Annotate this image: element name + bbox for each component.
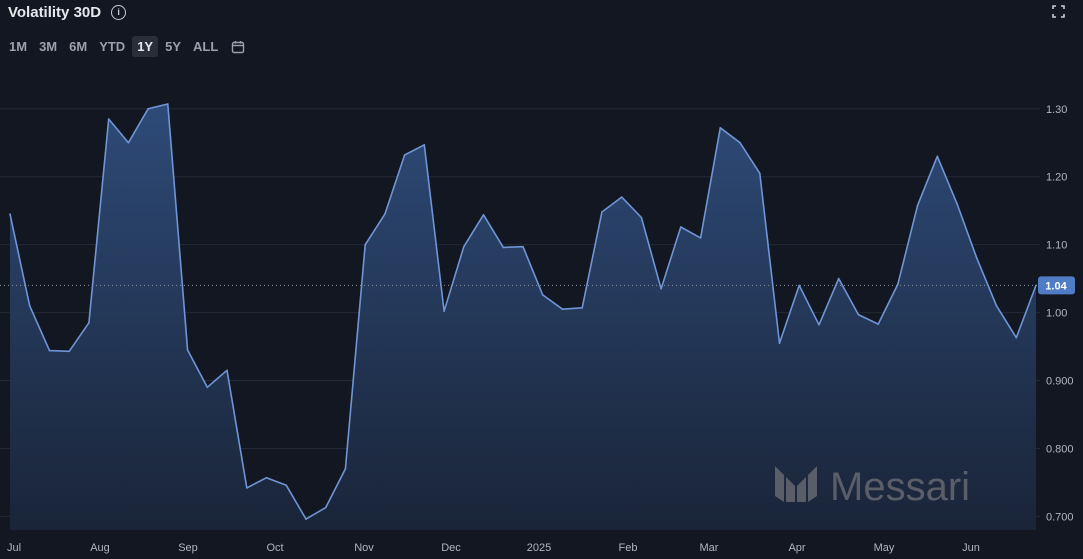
range-button-6m[interactable]: 6M [69,39,88,54]
data-point [759,172,761,175]
data-point [778,342,781,345]
data-point [246,487,248,489]
data-point [877,323,879,325]
last-value-layer: 1.04 [0,276,1075,295]
data-point [739,141,741,144]
data-point [423,144,426,146]
x-tick-label: Feb [619,542,638,554]
data-point [68,350,70,353]
chart-title-bar: Volatility 30D i [8,4,127,21]
data-points-layer [9,103,1037,520]
data-point [403,154,406,156]
y-axis-ticks: 0.700 0.800 0.900 1.00 1.10 1.20 1.30 [1046,104,1074,524]
data-point [364,243,367,246]
y-tick-label: 1.30 [1046,104,1067,116]
data-point [956,203,958,205]
data-point [660,288,662,290]
x-tick-label: Apr [788,542,805,554]
x-tick-label: Jun [962,542,980,554]
messari-logo-icon [775,466,817,502]
data-point [344,468,347,470]
data-point [324,506,327,509]
x-axis-ticks: Jul Aug Sep Oct Nov Dec 2025 Feb Mar Apr May Jun [7,542,980,554]
data-point [522,245,524,248]
watermark: Messari [775,465,970,509]
data-point [936,155,939,158]
area-fill-layer [10,104,1036,530]
data-point [502,246,505,249]
range-button-3m[interactable]: 3M [39,39,58,54]
data-point [916,204,919,207]
y-tick-label: 1.20 [1046,172,1067,184]
info-icon[interactable]: i [111,5,127,20]
expand-icon[interactable] [1052,5,1065,18]
x-tick-label: Nov [354,542,374,554]
data-point [680,226,682,228]
y-tick-label: 0.800 [1046,443,1074,455]
data-point [9,213,11,215]
x-tick-label: Oct [266,542,283,554]
data-point [48,349,51,352]
last-value-label: 1.04 [1045,280,1067,292]
x-tick-label: Jul [7,542,21,554]
x-tick-label: Dec [441,542,461,554]
data-point [305,518,307,520]
data-point [1015,336,1018,339]
last-value-badge [1038,276,1075,295]
watermark-text: Messari [830,465,970,509]
data-point [285,484,288,487]
x-tick-label: 2025 [527,542,551,554]
range-button-all[interactable]: ALL [193,39,219,54]
area-fill [10,104,1036,530]
data-point [798,284,800,287]
data-point [897,283,899,285]
data-point [186,349,189,351]
data-point [561,308,564,311]
data-point [88,322,90,324]
data-point [837,277,840,280]
page-title: Volatility 30D [8,4,102,21]
data-point [719,127,722,129]
range-button-1m[interactable]: 1M [9,39,28,54]
data-point [265,476,268,479]
data-point [107,118,110,120]
y-tick-label: 0.700 [1046,511,1074,523]
data-point [601,211,603,213]
data-point [206,386,209,389]
x-tick-label: Aug [90,542,110,554]
data-point [581,307,583,309]
data-point [384,213,386,215]
data-point [995,305,998,307]
data-point [620,196,623,198]
time-range-selector: 1M 3M 6M YTD 1Y 5Y ALL [4,36,245,57]
x-tick-label: Sep [178,542,198,554]
data-point [976,257,978,260]
data-point [28,305,31,307]
data-point [443,310,445,313]
data-point [857,313,860,316]
data-point [482,214,485,216]
data-point [818,324,820,326]
data-point [167,103,169,105]
range-button-1y[interactable]: 1Y [132,36,159,57]
data-point [226,369,228,372]
y-tick-label: 1.10 [1046,240,1067,252]
calendar-icon[interactable] [231,40,245,54]
data-point [463,245,465,248]
y-tick-label: 0.900 [1046,376,1074,388]
range-button-ytd[interactable]: YTD [99,39,126,54]
data-point [640,216,643,219]
x-tick-label: Mar [700,542,719,554]
x-tick-label: May [874,542,895,554]
range-button-5y[interactable]: 5Y [165,39,181,54]
data-point [147,108,149,110]
data-point [127,141,130,144]
data-point [541,294,544,296]
y-tick-label: 1.00 [1046,308,1067,320]
data-point [699,237,702,239]
